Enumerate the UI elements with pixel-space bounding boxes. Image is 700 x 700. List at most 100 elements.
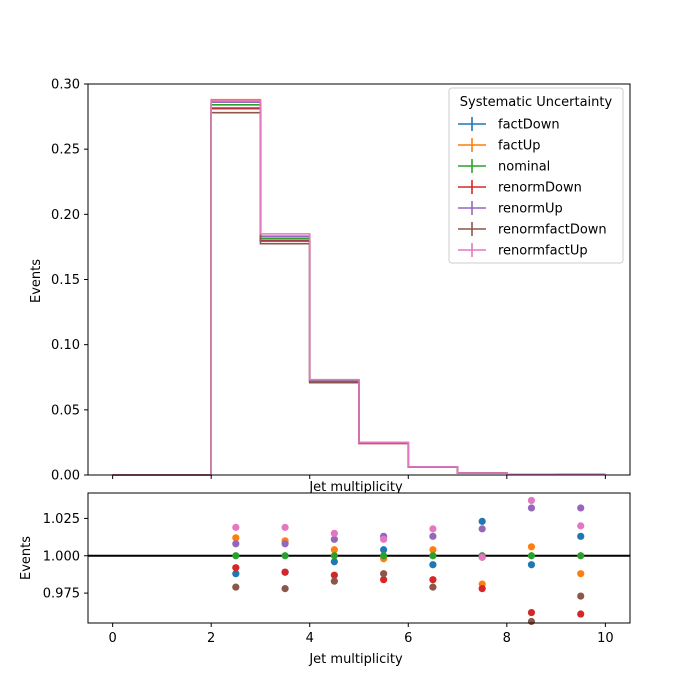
ratio-x-tick-label: 4 bbox=[306, 631, 314, 646]
ratio-x-tick-label: 0 bbox=[108, 631, 116, 646]
ratio-panel: 0 2 4 6 8 10 0.975 1.000 1.025 Jet multiplicity… bbox=[19, 492, 631, 667]
ratio-points bbox=[232, 496, 585, 626]
main-histogram-panel: 0.00 0.05 0.10 0.15 0.20 0.25 0.30 Jet multipl… bbox=[29, 78, 631, 495]
legend-label-renormfactUp: renormfactUp bbox=[498, 244, 588, 259]
ratio-point-renormfactDown bbox=[330, 577, 338, 585]
legend-item-renormfactUp: renormfactUp bbox=[458, 243, 588, 259]
legend-label-renormfactDown: renormfactDown bbox=[498, 223, 607, 238]
ratio-x-ticks: 0 2 4 6 8 10 bbox=[108, 623, 614, 646]
ratio-point-renormDown bbox=[527, 608, 536, 617]
ratio-point-renormUp bbox=[281, 540, 289, 548]
legend-items: factDown factUp nominal renormDown renormUp r… bbox=[458, 117, 607, 259]
ratio-point-factDown bbox=[478, 517, 486, 525]
ratio-point-renormfactDown bbox=[577, 592, 585, 600]
ratio-point-renormUp bbox=[527, 504, 536, 512]
ratio-point-renormfactUp bbox=[380, 535, 388, 543]
legend-label-renormUp: renormUp bbox=[498, 202, 563, 217]
ratio-point-renormfactDown bbox=[429, 583, 437, 591]
ratio-y-tick-label: 0.975 bbox=[43, 587, 80, 602]
main-y-tick-label: 0.15 bbox=[51, 273, 80, 288]
main-y-tick-label: 0.20 bbox=[51, 208, 80, 223]
main-y-tick-label: 0.10 bbox=[51, 338, 80, 353]
ratio-point-renormfactDown bbox=[232, 583, 240, 591]
legend-label-factDown: factDown bbox=[498, 118, 560, 133]
ratio-x-tick-label: 2 bbox=[207, 631, 215, 646]
ratio-point-renormDown bbox=[232, 564, 240, 572]
ratio-point-factDown bbox=[577, 532, 585, 540]
main-y-tick-label: 0.00 bbox=[51, 469, 80, 484]
ratio-point-nominal bbox=[232, 552, 240, 560]
ratio-point-renormfactUp bbox=[478, 553, 486, 561]
ratio-point-renormfactUp bbox=[527, 496, 536, 505]
ratio-point-factDown bbox=[232, 570, 240, 578]
main-plot-frame bbox=[87, 83, 631, 476]
ratio-point-renormfactUp bbox=[330, 529, 338, 537]
main-y-ticks: 0.00 0.05 0.10 0.15 0.20 0.25 0.30 bbox=[51, 78, 88, 484]
ratio-point-nominal bbox=[330, 552, 338, 560]
ratio-y-tick-label: 1.000 bbox=[43, 549, 80, 564]
ratio-point-factDown bbox=[429, 561, 437, 569]
ratio-point-renormfactUp bbox=[429, 525, 437, 533]
ratio-point-nominal bbox=[577, 552, 585, 560]
ratio-point-renormDown bbox=[330, 571, 338, 579]
ratio-point-renormDown bbox=[380, 576, 388, 584]
ratio-point-factUp bbox=[577, 570, 585, 578]
ratio-point-factUp bbox=[330, 546, 338, 554]
ratio-point-renormDown bbox=[281, 568, 289, 576]
legend-item-nominal: nominal bbox=[458, 159, 550, 175]
main-y-tick-label: 0.30 bbox=[51, 78, 80, 93]
ratio-point-renormDown bbox=[478, 585, 486, 593]
main-series-steps bbox=[112, 98, 606, 476]
ratio-point-renormUp bbox=[429, 532, 437, 540]
ratio-plot-area bbox=[88, 493, 630, 623]
main-y-axis-label: Events bbox=[29, 259, 44, 303]
legend: Systematic Uncertainty factDown factUp nom… bbox=[448, 87, 624, 264]
ratio-point-renormDown bbox=[577, 610, 585, 618]
series-line-renormfactUp bbox=[112, 100, 606, 476]
legend-label-renormDown: renormDown bbox=[498, 181, 582, 196]
ratio-point-renormDown bbox=[429, 576, 437, 584]
ratio-point-renormfactDown bbox=[281, 585, 289, 593]
ratio-plot-frame bbox=[87, 492, 631, 624]
ratio-y-axis-label: Events bbox=[19, 536, 34, 580]
ratio-point-renormfactUp bbox=[577, 522, 585, 530]
ratio-y-ticks: 0.975 1.000 1.025 bbox=[43, 512, 88, 602]
ratio-point-factDown bbox=[380, 546, 388, 554]
ratio-x-tick-label: 10 bbox=[597, 631, 614, 646]
ratio-point-renormUp bbox=[577, 504, 585, 512]
ratio-point-renormUp bbox=[232, 540, 240, 548]
legend-box bbox=[448, 87, 624, 264]
ratio-point-factUp bbox=[429, 546, 437, 554]
ratio-point-factDown bbox=[330, 558, 338, 566]
ratio-point-factUp bbox=[232, 534, 240, 542]
ratio-point-nominal bbox=[429, 552, 437, 560]
legend-item-renormDown: renormDown bbox=[458, 180, 582, 196]
ratio-point-renormUp bbox=[478, 525, 486, 533]
legend-item-renormfactDown: renormfactDown bbox=[458, 222, 607, 238]
main-x-axis-label: Jet multiplicity bbox=[308, 480, 403, 495]
ratio-point-nominal bbox=[380, 552, 388, 560]
ratio-point-factUp bbox=[527, 543, 536, 551]
main-y-tick-label: 0.25 bbox=[51, 143, 80, 158]
ratio-point-nominal bbox=[527, 552, 536, 560]
ratio-point-renormfactDown bbox=[380, 570, 388, 578]
ratio-point-renormfactUp bbox=[281, 523, 289, 531]
ratio-point-renormfactUp bbox=[232, 523, 240, 531]
ratio-x-axis-label: Jet multiplicity bbox=[308, 652, 403, 667]
main-x-ticks bbox=[112, 475, 606, 479]
ratio-x-tick-label: 6 bbox=[404, 631, 412, 646]
main-y-tick-label: 0.05 bbox=[51, 403, 80, 418]
ratio-point-nominal bbox=[281, 552, 289, 560]
ratio-point-factDown bbox=[527, 561, 536, 569]
legend-label-factUp: factUp bbox=[498, 139, 541, 154]
legend-item-factUp: factUp bbox=[458, 138, 541, 154]
ratio-point-renormfactDown bbox=[527, 617, 536, 626]
ratio-x-tick-label: 8 bbox=[503, 631, 511, 646]
legend-item-renormUp: renormUp bbox=[458, 201, 563, 217]
legend-label-nominal: nominal bbox=[498, 160, 550, 175]
legend-title: Systematic Uncertainty bbox=[460, 95, 613, 110]
legend-item-factDown: factDown bbox=[458, 117, 560, 133]
ratio-point-renormUp bbox=[330, 535, 338, 543]
ratio-y-tick-label: 1.025 bbox=[43, 512, 80, 527]
